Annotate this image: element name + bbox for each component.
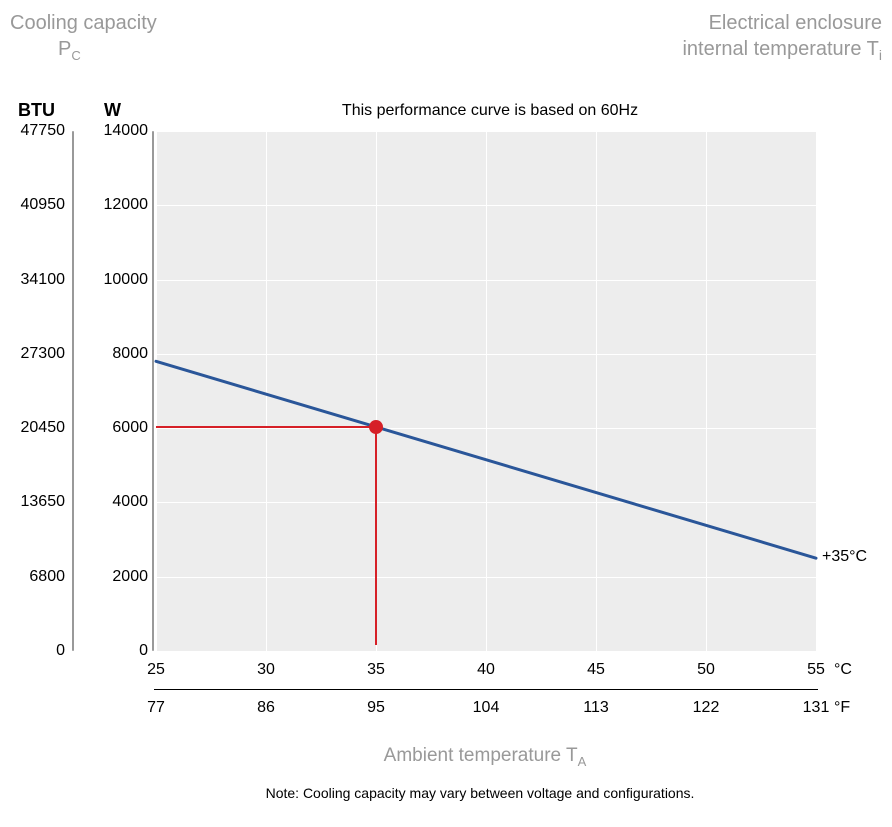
gridline-h [156, 651, 816, 652]
y-tick-btu: 27300 [10, 345, 65, 363]
y-axis-label-w: W [104, 100, 121, 121]
y-tick-btu: 40950 [10, 196, 65, 214]
x-tick-c: 35 [367, 661, 385, 679]
y-axis-line-w [152, 131, 154, 651]
y-tick-w: 14000 [98, 122, 148, 140]
header-left: Cooling capacity PC [10, 10, 157, 65]
y-axis-line-btu [72, 131, 74, 651]
x-tick-f: 122 [693, 699, 720, 717]
x-tick-c: 50 [697, 661, 715, 679]
y-tick-w: 4000 [98, 493, 148, 511]
x-tick-f: 131 [803, 699, 830, 717]
x-tick-f: 113 [583, 699, 609, 717]
header-right: Electrical enclosure internal temperatur… [682, 10, 882, 64]
y-tick-w: 2000 [98, 568, 148, 586]
x-axis-divider [154, 689, 818, 690]
y-tick-btu: 13650 [10, 493, 65, 511]
plot-area [156, 131, 816, 651]
header-right-line2: internal temperature Ti [682, 36, 882, 64]
y-tick-w: 10000 [98, 271, 148, 289]
gridline-v [816, 131, 817, 651]
y-tick-w: 0 [98, 642, 148, 660]
x-tick-c: 55 [807, 661, 825, 679]
x-tick-f: 77 [147, 699, 165, 717]
y-tick-btu: 34100 [10, 271, 65, 289]
footnote: Note: Cooling capacity may vary between … [150, 785, 810, 801]
x-unit-c: °C [834, 661, 852, 679]
series-end-label: +35°C [822, 548, 867, 566]
x-tick-c: 45 [587, 661, 605, 679]
header-left-line2: PC [10, 36, 157, 65]
chart-container: Cooling capacity PC Electrical enclosure… [0, 0, 892, 827]
marker-dot [369, 420, 383, 434]
y-tick-btu: 20450 [10, 419, 65, 437]
x-axis-title: Ambient temperature TA [300, 745, 670, 769]
x-tick-f: 104 [473, 699, 500, 717]
x-tick-c: 40 [477, 661, 495, 679]
series-line [156, 361, 816, 558]
header-left-line1: Cooling capacity [10, 10, 157, 36]
x-tick-c: 30 [257, 661, 275, 679]
header-right-line1: Electrical enclosure [682, 10, 882, 36]
y-tick-btu: 6800 [10, 568, 65, 586]
x-tick-f: 95 [367, 699, 385, 717]
y-tick-btu: 47750 [10, 122, 65, 140]
y-tick-w: 12000 [98, 196, 148, 214]
x-unit-f: °F [834, 699, 850, 717]
y-tick-w: 8000 [98, 345, 148, 363]
x-tick-c: 25 [147, 661, 165, 679]
y-tick-btu: 0 [10, 642, 65, 660]
y-tick-w: 6000 [98, 419, 148, 437]
x-tick-f: 86 [257, 699, 275, 717]
plot-svg [156, 131, 816, 651]
y-axis-label-btu: BTU [18, 100, 55, 121]
chart-title: This performance curve is based on 60Hz [280, 102, 700, 120]
